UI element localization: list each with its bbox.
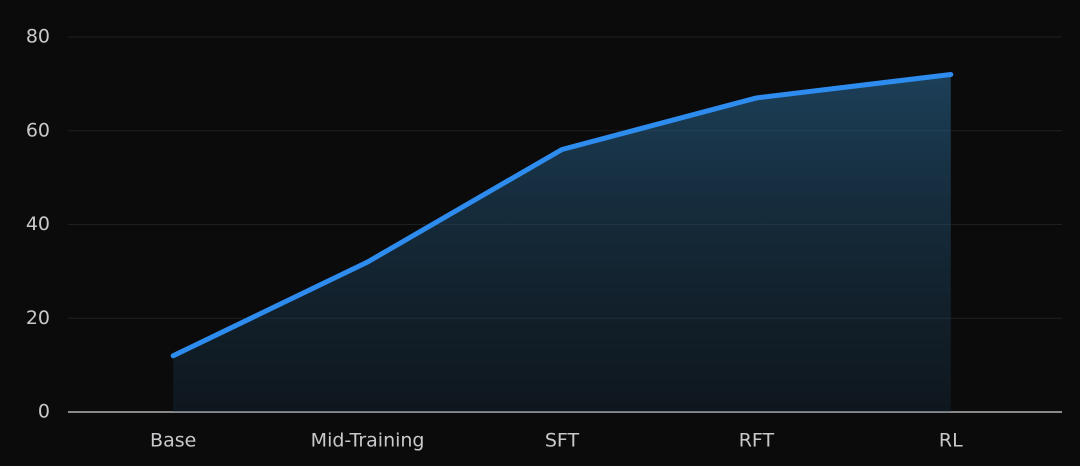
x-tick-label: Base bbox=[150, 430, 196, 452]
y-tick-label: 20 bbox=[26, 307, 50, 329]
y-tick-label: 40 bbox=[26, 213, 50, 235]
x-tick-label: SFT bbox=[545, 430, 580, 452]
y-tick-label: 0 bbox=[38, 401, 50, 423]
x-tick-label: RFT bbox=[739, 430, 775, 452]
x-tick-label: RL bbox=[939, 430, 963, 452]
x-tick-label: Mid-Training bbox=[311, 430, 425, 452]
area bbox=[173, 74, 951, 412]
y-tick-label: 80 bbox=[26, 26, 50, 48]
line bbox=[170, 72, 954, 359]
y-tick-label: 60 bbox=[26, 119, 50, 141]
